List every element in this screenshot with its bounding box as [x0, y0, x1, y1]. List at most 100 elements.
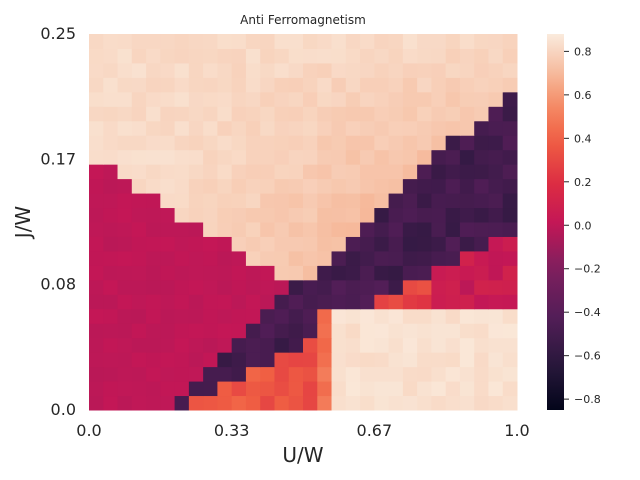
heatmap-cell	[146, 62, 161, 78]
heatmap-cell	[160, 279, 176, 295]
heatmap-cell	[174, 135, 190, 151]
heatmap-cell	[245, 135, 261, 151]
heatmap-cell	[89, 62, 104, 78]
heatmap-cell	[160, 308, 176, 324]
heatmap-cell	[260, 62, 275, 78]
heatmap-cell	[445, 323, 461, 339]
heatmap-cell	[459, 337, 475, 353]
heatmap-cell	[402, 395, 418, 411]
heatmap-cell	[274, 265, 290, 281]
heatmap-cell	[245, 294, 261, 310]
heatmap-cell	[445, 62, 461, 78]
heatmap-cell	[459, 222, 475, 237]
heatmap-cell	[459, 77, 475, 93]
heatmap-cell	[231, 120, 247, 136]
heatmap-cell	[388, 164, 404, 180]
heatmap-cell	[360, 352, 375, 368]
heatmap-cell	[288, 352, 304, 368]
heatmap-cell	[459, 178, 475, 194]
heatmap-cell	[274, 178, 290, 194]
heatmap-cell	[131, 250, 147, 266]
heatmap-cell	[502, 337, 518, 353]
colorbar-ticks: −0.8 −0.6 −0.4 −0.2 0.0 0.2 0.4 0.6 0.8	[564, 45, 601, 406]
heatmap-cell	[303, 236, 318, 252]
heatmap-cell	[231, 279, 247, 295]
heatmap-cell	[174, 164, 190, 180]
heatmap-cell	[174, 381, 190, 397]
heatmap-cell	[459, 120, 475, 136]
heatmap-cell	[288, 308, 304, 324]
colorbar-tick-label: −0.4	[574, 306, 601, 319]
heatmap-cell	[502, 395, 518, 411]
heatmap-cell	[203, 366, 218, 382]
heatmap-cell	[488, 34, 504, 49]
heatmap-cell	[103, 62, 119, 78]
heatmap-cell	[374, 236, 390, 252]
heatmap-cell	[131, 207, 147, 223]
heatmap-cell	[303, 62, 318, 78]
heatmap-cell	[260, 193, 275, 209]
heatmap-cell	[231, 34, 247, 49]
heatmap-cell	[260, 308, 275, 324]
colorbar-tick-label: 0.4	[574, 132, 592, 145]
heatmap-cell	[103, 395, 119, 411]
heatmap-cell	[260, 135, 275, 151]
heatmap-cell	[89, 323, 104, 339]
heatmap-cell	[89, 77, 104, 93]
heatmap-cell	[388, 77, 404, 93]
heatmap-cell	[245, 250, 261, 266]
heatmap-cell	[217, 366, 233, 382]
heatmap-cell	[188, 164, 204, 180]
heatmap-cell	[117, 62, 133, 78]
heatmap-cell	[231, 352, 247, 368]
heatmap-cell	[174, 62, 190, 78]
heatmap-cell	[188, 193, 204, 209]
heatmap-cell	[245, 164, 261, 180]
heatmap-cell	[274, 308, 290, 324]
heatmap-cell	[331, 222, 347, 237]
heatmap-cell	[445, 381, 461, 397]
heatmap-cell	[345, 120, 361, 136]
heatmap-cell	[146, 149, 161, 165]
heatmap-cell	[103, 34, 119, 49]
heatmap-cell	[459, 106, 475, 122]
heatmap-cell	[160, 149, 176, 165]
heatmap-cell	[103, 236, 119, 252]
heatmap-cell	[360, 294, 375, 310]
heatmap-cell	[388, 48, 404, 64]
heatmap-cell	[260, 337, 275, 353]
heatmap-cell	[402, 279, 418, 295]
heatmap-cell	[488, 381, 504, 397]
heatmap-cell	[345, 366, 361, 382]
heatmap-cell	[374, 352, 390, 368]
heatmap-cell	[402, 178, 418, 194]
heatmap-cell	[160, 193, 176, 209]
heatmap-cell	[331, 77, 347, 93]
heatmap-cell	[360, 135, 375, 151]
heatmap-cell	[245, 91, 261, 107]
heatmap-cell	[417, 265, 432, 281]
heatmap-cell	[146, 265, 161, 281]
heatmap-cell	[103, 265, 119, 281]
heatmap-cell	[317, 265, 333, 281]
heatmap-cell	[117, 120, 133, 136]
heatmap-cell	[146, 48, 161, 64]
heatmap-cell	[174, 34, 190, 49]
heatmap-cell	[260, 236, 275, 252]
heatmap-cell	[203, 308, 218, 324]
heatmap-cell	[174, 308, 190, 324]
heatmap-cell	[345, 323, 361, 339]
heatmap-cell	[388, 250, 404, 266]
heatmap-cell	[89, 308, 104, 324]
heatmap-cell	[103, 323, 119, 339]
heatmap-cell	[417, 323, 432, 339]
heatmap-cell	[288, 135, 304, 151]
heatmap-cell	[103, 250, 119, 266]
heatmap-cell	[288, 265, 304, 281]
heatmap-cell	[188, 265, 204, 281]
heatmap-cell	[203, 34, 218, 49]
heatmap-cell	[260, 250, 275, 266]
heatmap-cell	[474, 48, 489, 64]
heatmap-cell	[217, 207, 233, 223]
heatmap-cell	[417, 279, 432, 295]
